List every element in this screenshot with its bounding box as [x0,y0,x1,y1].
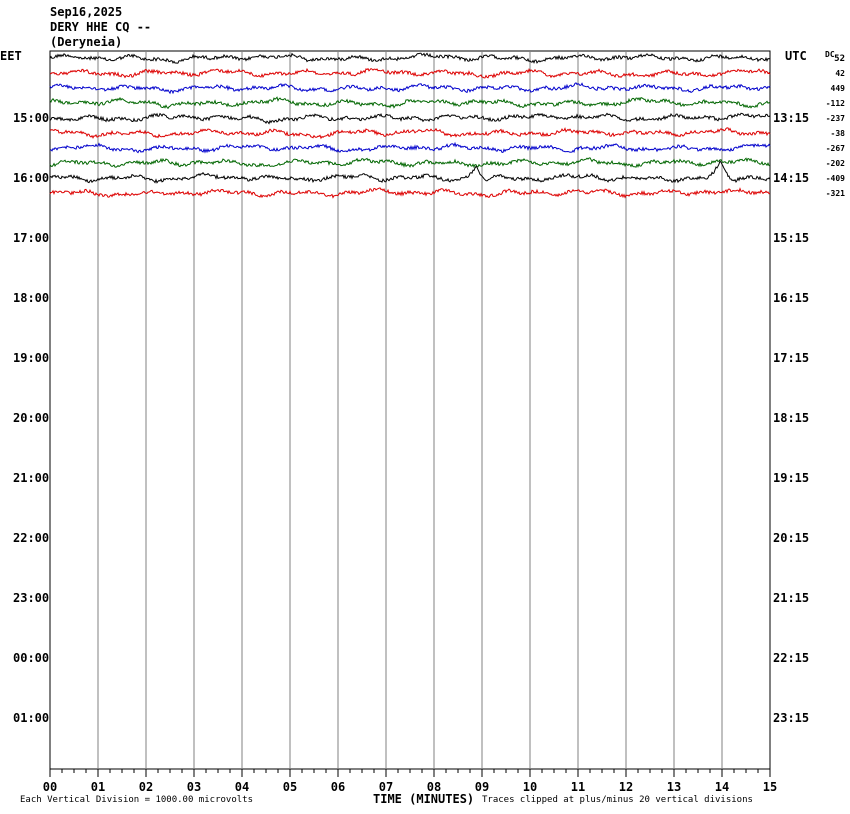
x-tick-label: 04 [235,780,249,794]
left-hour-label: 21:00 [13,471,49,485]
seismic-trace-row [49,52,771,64]
row-offset-label: -112 [826,99,845,108]
left-hour-label: 23:00 [13,591,49,605]
left-zone-label: EET [0,49,22,63]
seismic-trace-row [49,187,771,199]
x-tick-label: 01 [91,780,105,794]
left-hour-label: 01:00 [13,711,49,725]
x-tick-label: 09 [475,780,489,794]
x-tick-label: 10 [523,780,537,794]
header-date: Sep16,2025 [50,5,123,19]
left-hour-label: 22:00 [13,531,49,545]
header-place: (Deryneia) [50,35,123,49]
x-tick-label: 15 [763,780,777,794]
row-offset-label: 52 [834,54,845,64]
right-hour-label: 22:15 [773,651,809,665]
x-tick-label: 00 [43,780,57,794]
x-tick-label: 05 [283,780,297,794]
row-offset-label: -267 [826,144,845,153]
right-hour-label: 18:15 [773,411,809,425]
x-tick-label: 12 [619,780,633,794]
row-offset-label: 42 [835,69,845,78]
right-hour-label: 17:15 [773,351,809,365]
x-tick-label: 14 [715,780,729,794]
row-offset-label: 449 [831,84,846,93]
right-hour-label: 19:15 [773,471,809,485]
seismic-trace-row [49,67,771,79]
row-offset-label: -409 [826,174,845,183]
right-hour-label: 20:15 [773,531,809,545]
right-hour-label: 16:15 [773,291,809,305]
right-hour-label: 23:15 [773,711,809,725]
x-tick-label: 13 [667,780,681,794]
x-tick-label: 08 [427,780,441,794]
label-layer: 00 01 02 03 04 05 06 07 08 09 10 11 12 13 14 15 EET UTC 15… [0,49,845,794]
footer-right-note: Traces clipped at plus/minus 20 vertical… [482,795,753,805]
x-tick-label: 07 [379,780,393,794]
x-tick-label: 03 [187,780,201,794]
right-hour-label: 15:15 [773,231,809,245]
seismic-trace-row [49,127,771,140]
left-hour-label: 15:00 [13,111,49,125]
row-offset-label: -202 [826,159,845,168]
plot-frame [49,50,771,770]
seismic-trace-row [49,112,771,125]
header-station: DERY HHE CQ -- [50,20,152,34]
x-tick-label: 11 [571,780,585,794]
left-hour-label: 17:00 [13,231,49,245]
x-tick-label: 06 [331,780,345,794]
seismic-trace-row [49,157,771,169]
grid-layer [49,50,771,777]
row-offset-label: -321 [826,189,845,198]
left-hour-label: 00:00 [13,651,49,665]
seismic-trace-row [49,82,771,95]
trace-layer [49,52,771,199]
row-offset-label: -237 [826,114,845,123]
seismic-trace-row [49,141,771,154]
left-hour-label: 16:00 [13,171,49,185]
seismic-trace-row [49,96,771,110]
left-hour-label: 18:00 [13,291,49,305]
x-tick-label: 02 [139,780,153,794]
right-zone-label: UTC [785,49,807,63]
seismic-trace-row [49,160,771,184]
right-hour-label: 13:15 [773,111,809,125]
right-hour-label: 14:15 [773,171,809,185]
left-hour-label: 20:00 [13,411,49,425]
x-axis-title: TIME (MINUTES) [373,792,475,806]
dc-label: DC [825,50,835,59]
footer-left-note: Each Vertical Division = 1000.00 microvo… [20,795,253,805]
row-offset-label: -38 [831,129,846,138]
left-hour-label: 19:00 [13,351,49,365]
right-hour-label: 21:15 [773,591,809,605]
